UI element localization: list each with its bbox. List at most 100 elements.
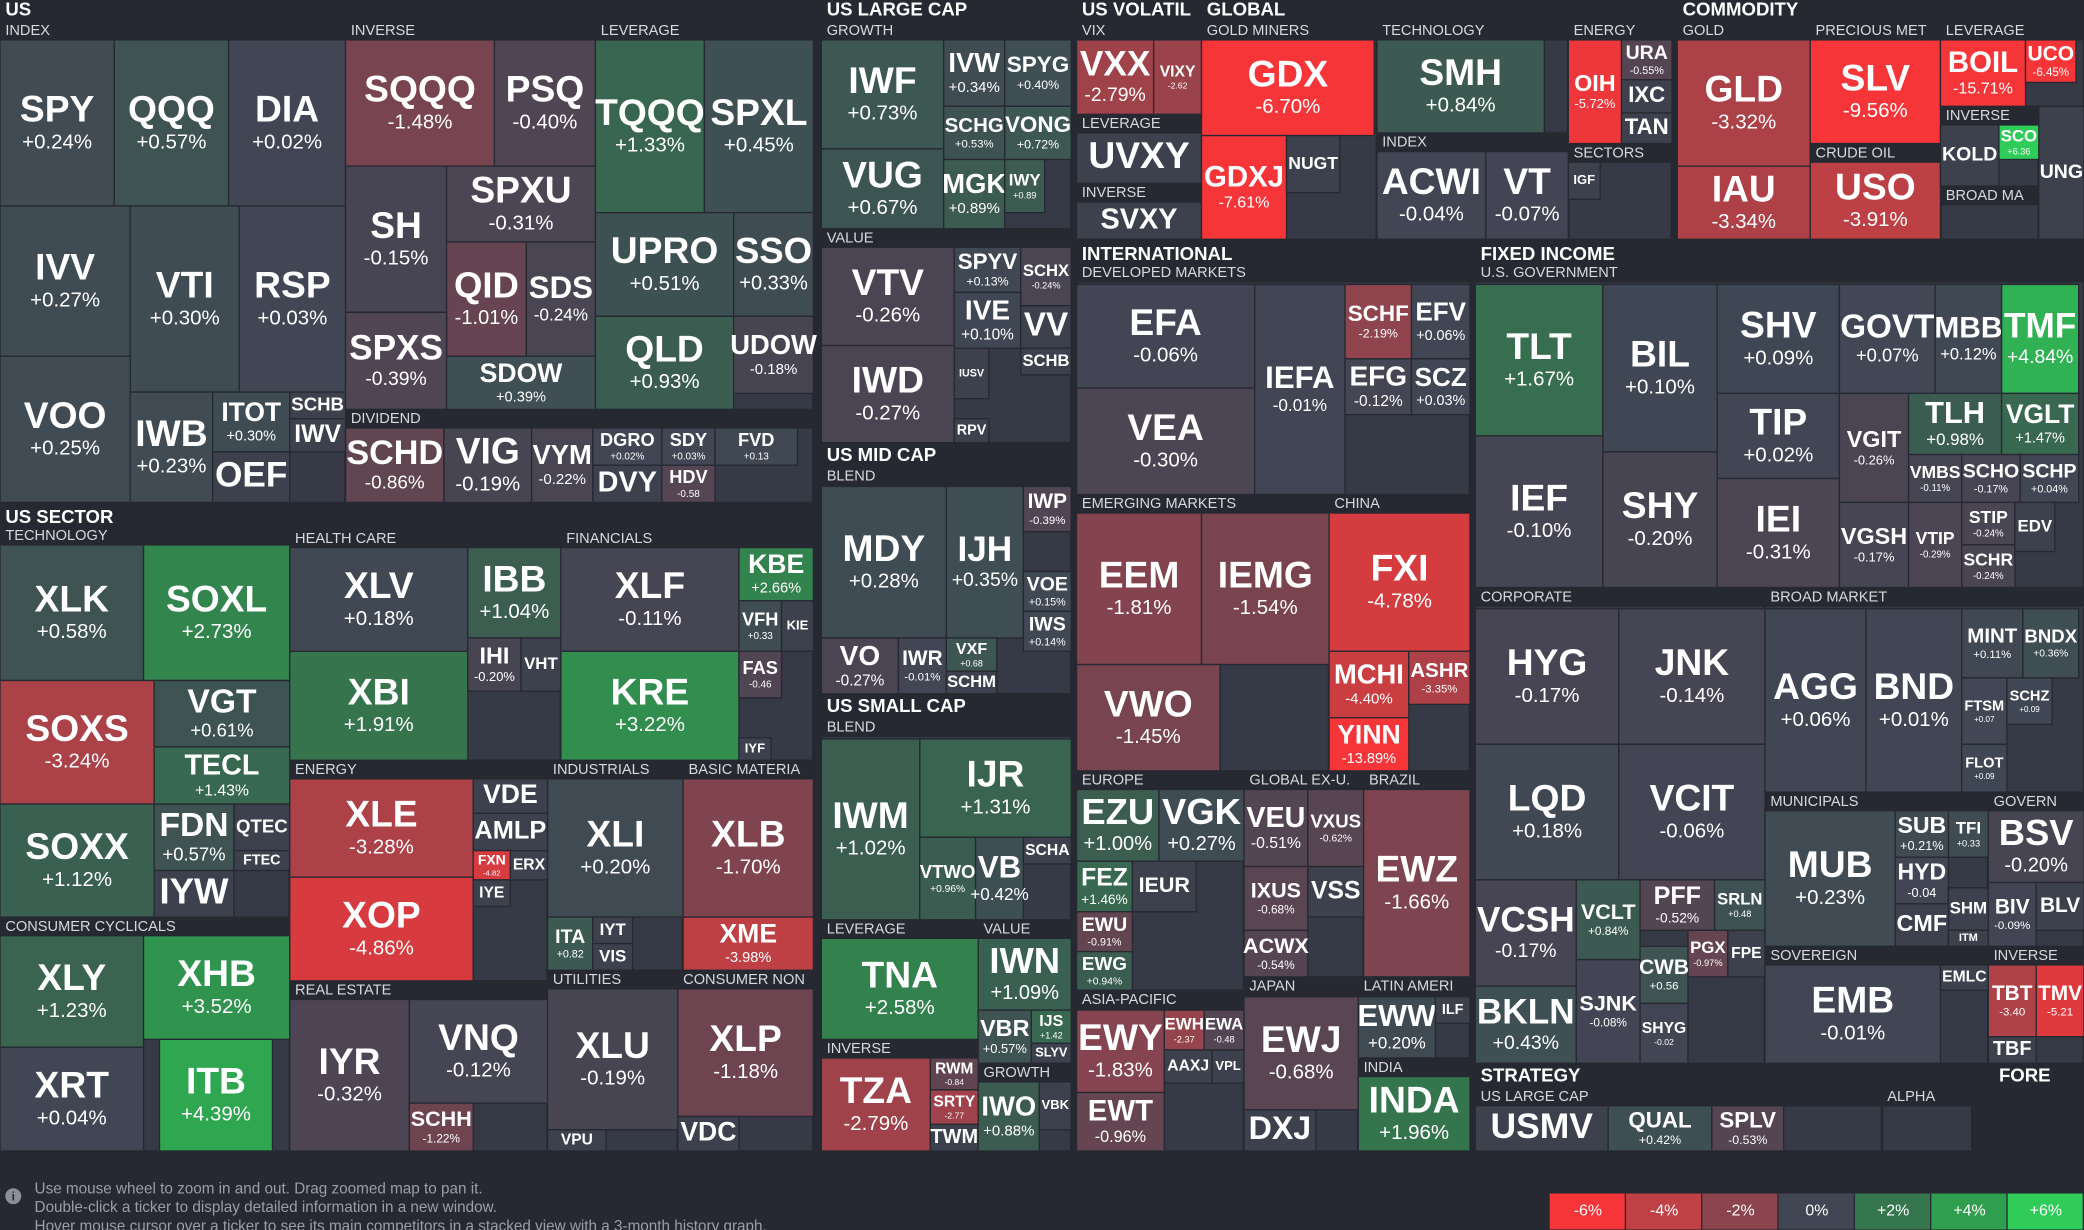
- ticker[interactable]: FTEC: [243, 852, 280, 868]
- change[interactable]: -3.24%: [45, 750, 110, 773]
- tile[interactable]: [2024, 39, 2077, 84]
- tile[interactable]: [682, 916, 815, 971]
- change[interactable]: -0.09%: [1994, 920, 2030, 932]
- ticker[interactable]: MUB: [1788, 843, 1873, 885]
- change[interactable]: +1.91%: [344, 713, 414, 736]
- ticker[interactable]: PSQ: [506, 68, 585, 110]
- ticker[interactable]: SPXU: [470, 169, 571, 211]
- change[interactable]: -0.84: [945, 1077, 965, 1087]
- tile[interactable]: [1075, 1091, 1165, 1152]
- change[interactable]: +0.20%: [580, 855, 650, 878]
- change[interactable]: +0.12%: [1940, 346, 1997, 364]
- change[interactable]: +0.25%: [30, 437, 100, 460]
- ticker[interactable]: AMLP: [474, 817, 546, 845]
- ticker[interactable]: HYG: [1507, 641, 1588, 683]
- ticker[interactable]: OEF: [215, 455, 287, 494]
- change[interactable]: -2.77: [944, 1111, 964, 1121]
- change[interactable]: -2.19%: [1359, 326, 1398, 340]
- change[interactable]: -0.10%: [1507, 519, 1572, 542]
- tile[interactable]: [2014, 501, 2056, 553]
- change[interactable]: -0.26%: [855, 304, 920, 327]
- change[interactable]: +0.84%: [1588, 924, 1629, 938]
- change[interactable]: +0.03%: [671, 452, 705, 463]
- tile[interactable]: [1716, 477, 1841, 589]
- tile[interactable]: [977, 1009, 1033, 1064]
- ticker[interactable]: FPE: [1731, 945, 1761, 962]
- tile[interactable]: [1243, 1109, 1317, 1152]
- tile[interactable]: [233, 803, 291, 852]
- ticker[interactable]: TWM: [930, 1126, 978, 1148]
- ticker[interactable]: VIG: [456, 430, 520, 472]
- change[interactable]: +0.23%: [136, 455, 206, 478]
- change[interactable]: -3.32%: [1711, 110, 1776, 133]
- tile[interactable]: [1987, 1036, 2037, 1064]
- change[interactable]: -3.28%: [349, 835, 414, 858]
- tile[interactable]: [289, 650, 469, 761]
- ticker[interactable]: SDY: [670, 430, 707, 450]
- ticker[interactable]: USO: [1835, 165, 1916, 207]
- ticker[interactable]: IEI: [1756, 498, 1801, 540]
- ticker[interactable]: SCHO: [1963, 461, 2019, 483]
- ticker[interactable]: IWV: [294, 421, 341, 448]
- change[interactable]: +1.12%: [42, 868, 112, 891]
- ticker[interactable]: KRE: [611, 670, 690, 712]
- ticker[interactable]: VCSH: [1477, 901, 1575, 940]
- ticker[interactable]: USMV: [1490, 1106, 1593, 1146]
- change[interactable]: -0.48: [1213, 1034, 1234, 1044]
- tile[interactable]: [0, 355, 131, 504]
- ticker[interactable]: EDV: [2017, 516, 2052, 535]
- ticker[interactable]: IXC: [1628, 82, 1665, 107]
- tile[interactable]: [592, 916, 634, 945]
- ticker[interactable]: BLV: [2040, 894, 2080, 917]
- tile[interactable]: [592, 942, 634, 971]
- ticker[interactable]: AAXJ: [1167, 1058, 1209, 1075]
- change[interactable]: -2.62: [1168, 81, 1188, 91]
- ticker[interactable]: TLT: [1506, 325, 1572, 367]
- change[interactable]: +0.36%: [2033, 649, 2068, 660]
- change[interactable]: +0.94%: [1087, 976, 1122, 987]
- change[interactable]: -0.97%: [1693, 958, 1722, 968]
- tile[interactable]: [1004, 105, 1072, 161]
- change[interactable]: +0.04%: [2031, 483, 2068, 495]
- tile[interactable]: [919, 836, 977, 921]
- change[interactable]: +0.84%: [1426, 94, 1496, 117]
- tile[interactable]: [592, 464, 663, 504]
- ticker[interactable]: IEMG: [1218, 553, 1313, 595]
- ticker[interactable]: SCHM: [947, 672, 996, 691]
- tile[interactable]: [1408, 650, 1471, 706]
- change[interactable]: -0.12%: [446, 1059, 511, 1082]
- change[interactable]: +2.66%: [751, 581, 801, 597]
- ticker[interactable]: BKLN: [1477, 992, 1575, 1031]
- change[interactable]: -0.53%: [1728, 1133, 1767, 1147]
- change[interactable]: -0.29%: [1920, 550, 1951, 561]
- change[interactable]: -1.01%: [455, 307, 519, 329]
- ticker[interactable]: SLV: [1841, 56, 1911, 98]
- tile[interactable]: [1567, 161, 1601, 201]
- ticker[interactable]: FLOT: [1965, 756, 2003, 772]
- tile[interactable]: [594, 39, 706, 214]
- ticker[interactable]: TBT: [1992, 982, 2033, 1005]
- change[interactable]: +0.33%: [739, 272, 808, 294]
- ticker[interactable]: IAU: [1712, 167, 1776, 209]
- tile[interactable]: [942, 39, 1006, 107]
- change[interactable]: -0.51%: [1251, 835, 1301, 852]
- tile[interactable]: [1075, 788, 1160, 862]
- ticker[interactable]: IWO: [981, 1090, 1036, 1121]
- tile[interactable]: [1474, 985, 1577, 1064]
- ticker[interactable]: EFG: [1349, 361, 1407, 392]
- ticker[interactable]: BNDX: [2024, 626, 2077, 647]
- tile[interactable]: [560, 650, 740, 761]
- change[interactable]: +0.42%: [970, 884, 1029, 904]
- ticker[interactable]: IWD: [852, 359, 924, 401]
- ticker[interactable]: RPV: [957, 422, 987, 438]
- ticker[interactable]: IYT: [600, 920, 627, 939]
- ticker[interactable]: EEM: [1099, 553, 1180, 595]
- ticker[interactable]: FEZ: [1081, 865, 1128, 892]
- ticker[interactable]: IWY: [1009, 170, 1041, 189]
- ticker[interactable]: EWZ: [1375, 848, 1458, 890]
- tile[interactable]: [1907, 501, 1963, 589]
- change[interactable]: +0.27%: [30, 288, 100, 311]
- tile[interactable]: [408, 1102, 474, 1152]
- tile[interactable]: [1939, 39, 2027, 107]
- change[interactable]: +0.88%: [983, 1122, 1034, 1139]
